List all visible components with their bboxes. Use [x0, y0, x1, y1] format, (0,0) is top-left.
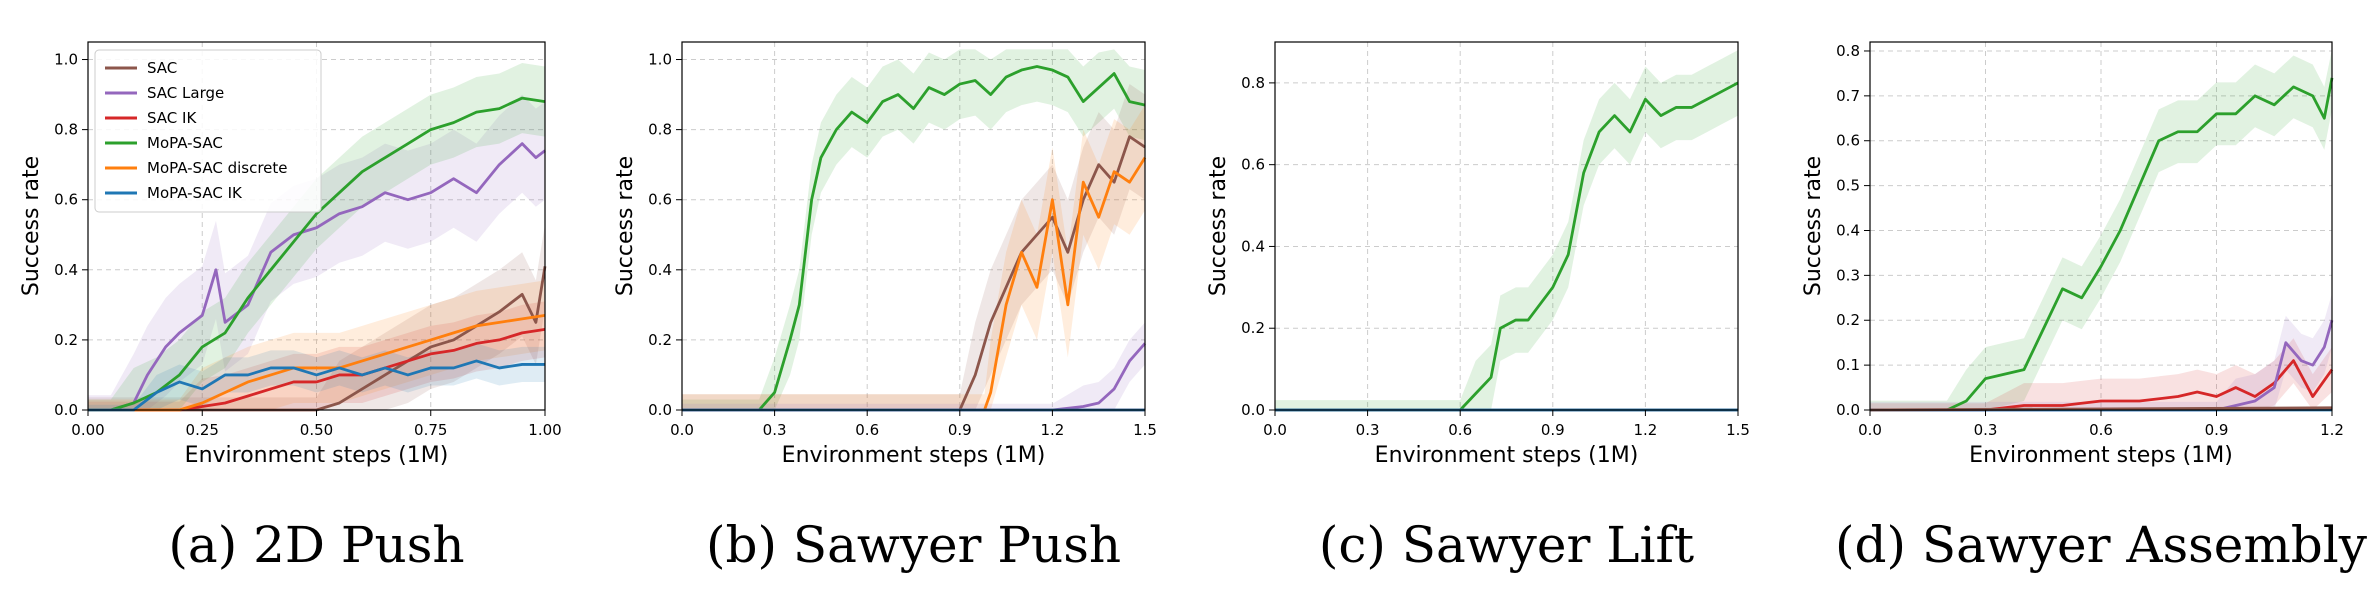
legend-label: MoPA-SAC discrete	[147, 159, 288, 177]
series-band-sac	[682, 84, 1145, 411]
x-axis-label: Environment steps (1M)	[1969, 443, 2233, 468]
y-tick-label: 0.2	[1241, 319, 1265, 337]
x-tick-label: 0.25	[186, 421, 219, 439]
y-tick-label: 0.3	[1836, 266, 1860, 284]
y-tick-label: 0.4	[648, 261, 672, 279]
y-axis-label: Success rate	[1801, 156, 1826, 296]
panel-caption: (d) Sawyer Assembly	[1835, 516, 2368, 574]
series-band-sac	[88, 224, 545, 410]
series-band-sac-ik	[1870, 338, 2332, 410]
legend: SAC SAC Large SAC IK MoPA-SAC MoPA-SAC discr…	[94, 49, 322, 213]
series-band-mopa-sac	[88, 63, 545, 411]
x-tick-label: 0.50	[300, 421, 333, 439]
y-tick-label: 0.8	[648, 121, 672, 139]
x-axis-label: Environment steps (1M)	[782, 443, 1046, 468]
series-line-mopa-sac	[682, 65, 1146, 412]
x-axis-label: Environment steps (1M)	[1375, 443, 1639, 468]
y-axis-label: Success rate	[19, 156, 44, 296]
y-tick-label: 0.0	[648, 401, 672, 419]
y-tick-label: 0.5	[1836, 177, 1860, 195]
series-line-mopa-sac-ik	[88, 359, 545, 412]
x-tick-label: 1.5	[1726, 421, 1750, 439]
series-band-mopa-sac-discrete	[88, 280, 545, 410]
panel-caption: (b) Sawyer Push	[706, 516, 1121, 574]
axes-frame	[1274, 41, 1739, 411]
panel-caption: (a) 2D Push	[168, 516, 464, 574]
x-tick-label: 0.0	[670, 421, 694, 439]
x-tick-label: 0.6	[1448, 421, 1472, 439]
y-tick-label: 0.2	[1836, 311, 1860, 329]
x-tick-label: 0.3	[1356, 421, 1380, 439]
legend-label: MoPA-SAC	[147, 134, 223, 152]
x-tick-label: 0.0	[1858, 421, 1882, 439]
x-tick-label: 0.9	[948, 421, 972, 439]
chart-panel-1: 0.0 0.3 0.6 0.9 1.2 1.5 0.0 0.2 0.4 0.6 0.8 1.0 Envi…	[613, 41, 1157, 574]
x-tick-label: 0.6	[855, 421, 879, 439]
y-tick-label: 0.6	[648, 191, 672, 209]
y-tick-label: 0.7	[1836, 87, 1860, 105]
series-line-sac-ik	[88, 328, 546, 412]
series-band-sac-ik	[88, 301, 545, 410]
series-band-mopa-sac	[1870, 49, 2332, 411]
series-band-mopa-sac	[682, 49, 1145, 411]
series-line-sac-ik	[1870, 359, 2334, 412]
series-line-mopa-sac	[1870, 77, 2334, 412]
y-tick-label: 0.8	[1241, 74, 1265, 92]
chart-panel-2: 0.0 0.3 0.6 0.9 1.2 1.5 0.0 0.2 0.4 0.6 0.8 Environ…	[1206, 41, 1750, 574]
y-axis-label: Success rate	[613, 156, 638, 296]
y-tick-label: 0.8	[1836, 42, 1860, 60]
legend-label: SAC	[147, 59, 177, 77]
legend-label: MoPA-SAC IK	[147, 184, 243, 202]
x-tick-label: 0.00	[71, 421, 104, 439]
panel-caption: (c) Sawyer Lift	[1319, 516, 1694, 574]
chart-panel-3: 0.0 0.3 0.6 0.9 1.2 0.0 0.1 0.2 0.3 0.4 0.5 0.6 0.7 0…	[1801, 41, 2368, 574]
x-tick-label: 0.75	[414, 421, 447, 439]
x-tick-label: 1.5	[1133, 421, 1157, 439]
y-tick-label: 0.6	[54, 191, 78, 209]
x-tick-label: 1.2	[1633, 421, 1657, 439]
series-line-mopa-sac	[1275, 81, 1739, 412]
y-tick-label: 0.6	[1836, 132, 1860, 150]
axes-frame	[681, 41, 1146, 411]
y-axis-label: Success rate	[1206, 156, 1231, 296]
y-tick-label: 0.1	[1836, 356, 1860, 374]
y-tick-label: 1.0	[648, 51, 672, 69]
y-tick-label: 1.0	[54, 51, 78, 69]
x-tick-label: 0.6	[2089, 421, 2113, 439]
y-tick-label: 0.4	[54, 261, 78, 279]
y-tick-label: 0.2	[648, 331, 672, 349]
x-tick-label: 0.3	[763, 421, 787, 439]
x-tick-label: 0.9	[2205, 421, 2229, 439]
x-tick-label: 1.2	[1040, 421, 1064, 439]
series-line-mopa-sac	[88, 96, 546, 412]
chart-panel-0: 0.00 0.25 0.50 0.75 1.00 0.0 0.2 0.4 0.6 0.8 1.0 En…	[19, 41, 562, 574]
series-line-mopa-sac-discrete	[682, 156, 1147, 412]
y-tick-label: 0.0	[54, 401, 78, 419]
y-tick-label: 0.6	[1241, 156, 1265, 174]
legend-box	[94, 49, 322, 213]
series-band-sac-large	[88, 94, 545, 411]
x-tick-label: 1.00	[528, 421, 561, 439]
x-tick-label: 1.2	[2320, 421, 2344, 439]
y-tick-label: 0.0	[1241, 401, 1265, 419]
y-tick-label: 0.4	[1836, 221, 1860, 239]
x-axis-label: Environment steps (1M)	[185, 443, 449, 468]
y-tick-label: 0.4	[1241, 237, 1265, 255]
y-tick-label: 0.2	[54, 331, 78, 349]
legend-label: SAC IK	[147, 109, 197, 127]
series-band-mopa-sac	[1275, 50, 1738, 411]
series-line-sac-large	[88, 142, 546, 412]
series-band-mopa-sac-discrete	[682, 105, 1145, 410]
y-tick-label: 0.8	[54, 121, 78, 139]
y-tick-label: 0.0	[1836, 401, 1860, 419]
series-band-mopa-sac-ik	[88, 343, 545, 410]
x-tick-label: 0.0	[1263, 421, 1287, 439]
x-tick-label: 0.9	[1541, 421, 1565, 439]
x-tick-label: 0.3	[1974, 421, 1998, 439]
legend-label: SAC Large	[147, 84, 224, 102]
